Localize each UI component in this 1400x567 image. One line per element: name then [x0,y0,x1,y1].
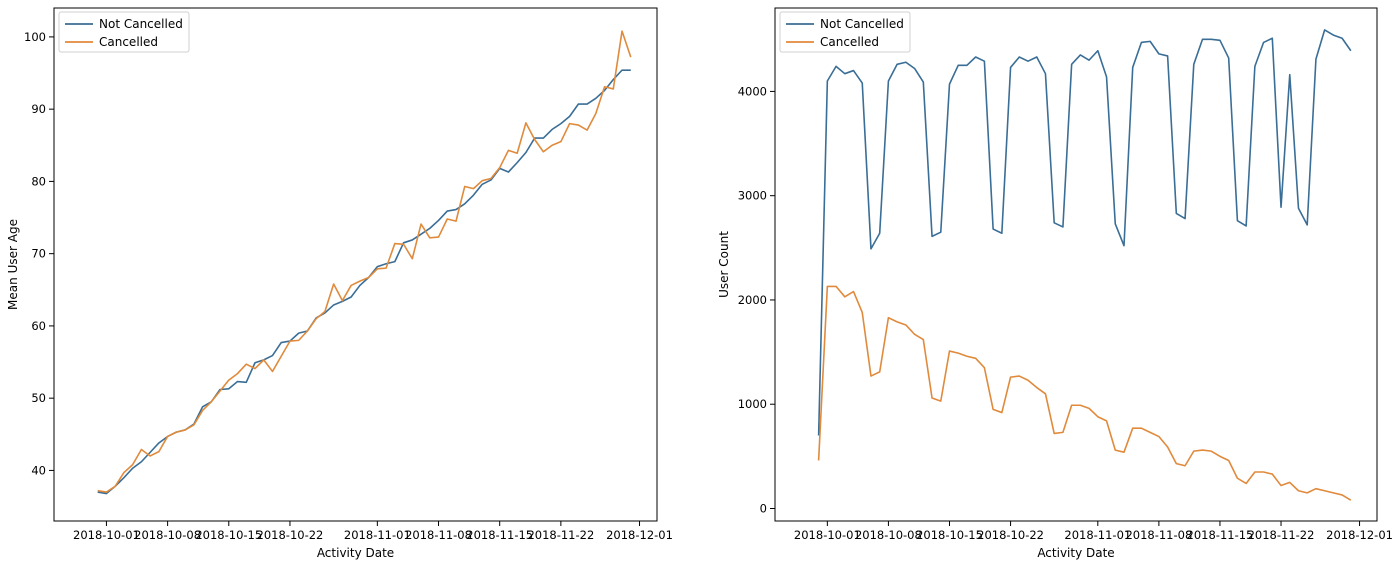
legend: Not Cancelled Cancelled [58,11,190,53]
y-tick-label: 90 [31,102,46,116]
x-tick-label: 2018-10-08 [855,528,922,542]
y-tick-label: 40 [31,463,46,477]
x-tick-label: 2018-11-08 [405,528,472,542]
chart-panel-1: 2018-10-012018-10-082018-10-152018-10-22… [6,7,673,560]
series-line-not-cancelled [817,29,1352,436]
plot-area-frame [53,7,658,522]
y-tick-label: 0 [760,501,767,515]
y-tick-label: 100 [24,30,46,44]
x-tick-label: 2018-11-01 [1064,528,1131,542]
x-tick-label: 2018-11-22 [527,528,594,542]
y-tick-label: 60 [31,319,46,333]
y-tick-label: 70 [31,247,46,261]
plot-area-frame [774,7,1378,522]
x-tick-label: 2018-12-01 [1326,528,1393,542]
x-tick-label: 2018-11-22 [1248,528,1315,542]
y-axis-label: Mean User Age [6,219,20,310]
legend-entry: Not Cancelled [99,17,183,31]
x-tick-label: 2018-10-01 [73,528,140,542]
x-tick-label: 2018-10-22 [977,528,1044,542]
legend-entry: Cancelled [99,35,158,49]
x-tick-label: 2018-11-08 [1125,528,1192,542]
y-tick-label: 1000 [738,397,767,411]
x-axis-label: Activity Date [317,546,394,560]
x-tick-label: 2018-11-15 [1187,528,1254,542]
y-tick-label: 80 [31,174,46,188]
legend-entry: Cancelled [820,35,879,49]
y-axis-label: User Count [717,231,731,298]
y-tick-label: 50 [31,391,46,405]
x-axis-label: Activity Date [1037,546,1114,560]
y-tick-label: 2000 [738,293,767,307]
x-tick-label: 2018-10-15 [195,528,262,542]
x-tick-label: 2018-10-08 [134,528,201,542]
series-line-cancelled [97,30,632,493]
x-tick-label: 2018-10-22 [257,528,324,542]
x-tick-label: 2018-12-01 [606,528,673,542]
x-tick-label: 2018-11-15 [466,528,533,542]
legend-entry: Not Cancelled [820,17,904,31]
y-tick-label: 3000 [738,189,767,203]
y-tick-label: 4000 [738,84,767,98]
x-tick-label: 2018-11-01 [344,528,411,542]
series-line-not-cancelled [97,69,631,495]
chart-panel-2: 2018-10-012018-10-082018-10-152018-10-22… [717,7,1393,560]
x-tick-label: 2018-10-15 [916,528,983,542]
series-line-cancelled [817,285,1352,501]
x-tick-label: 2018-10-01 [794,528,861,542]
legend: Not Cancelled Cancelled [779,11,911,53]
